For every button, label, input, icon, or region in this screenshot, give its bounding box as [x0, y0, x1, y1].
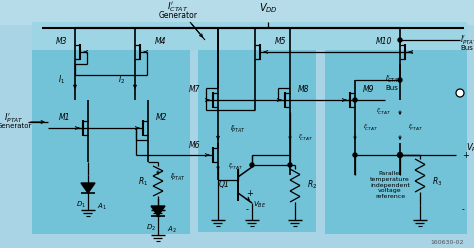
Bar — [198, 40, 316, 232]
Text: $I_{CTAT}'$: $I_{CTAT}'$ — [376, 107, 392, 117]
Text: -: - — [462, 206, 465, 215]
Text: $I_{PTAT}'$: $I_{PTAT}'$ — [230, 124, 246, 136]
Text: Generator: Generator — [158, 11, 198, 21]
Text: $I_1$: $I_1$ — [58, 74, 65, 86]
Text: M6: M6 — [189, 141, 200, 150]
Bar — [32, 22, 190, 234]
Text: Parallel
temperature
independent
voltage
reference: Parallel temperature independent voltage… — [370, 171, 410, 199]
Text: Generator: Generator — [0, 123, 32, 129]
Text: $R_2$: $R_2$ — [307, 179, 317, 191]
Text: $V_{BE}$: $V_{BE}$ — [254, 200, 266, 210]
Text: 160630-02: 160630-02 — [430, 240, 464, 245]
Text: M4: M4 — [155, 37, 166, 47]
Bar — [32, 22, 467, 50]
Bar — [325, 22, 467, 234]
Polygon shape — [151, 206, 165, 216]
Text: $I_{CTAT}'$: $I_{CTAT}'$ — [385, 74, 402, 86]
Text: $D_2$: $D_2$ — [146, 223, 156, 233]
Text: $V_{DD}$: $V_{DD}$ — [259, 1, 277, 15]
Text: M2: M2 — [156, 114, 167, 123]
Text: $A_2$: $A_2$ — [167, 225, 177, 235]
Circle shape — [353, 98, 357, 102]
Text: $I_{PTAT}'$: $I_{PTAT}'$ — [460, 33, 474, 47]
Circle shape — [250, 163, 254, 167]
Bar — [0, 0, 474, 25]
Text: $I_2$: $I_2$ — [118, 74, 125, 86]
Text: -: - — [246, 206, 249, 215]
Circle shape — [288, 163, 292, 167]
Circle shape — [456, 89, 464, 97]
Text: Bus: Bus — [385, 85, 398, 91]
Text: $D_1$: $D_1$ — [76, 200, 86, 210]
Text: M7: M7 — [189, 86, 200, 94]
Text: $I_{CTAT}'$: $I_{CTAT}'$ — [167, 0, 189, 14]
Text: $I_{PTAT}'$: $I_{PTAT}'$ — [170, 172, 186, 184]
Polygon shape — [81, 183, 95, 193]
Text: $A_1$: $A_1$ — [97, 202, 107, 212]
Text: M3: M3 — [55, 37, 67, 47]
Text: $I_{PTAT}'$: $I_{PTAT}'$ — [408, 123, 423, 133]
Circle shape — [398, 78, 402, 82]
Text: $V_{REF}$: $V_{REF}$ — [466, 142, 474, 154]
Text: Q1: Q1 — [219, 181, 230, 189]
Circle shape — [398, 38, 402, 42]
Text: M5: M5 — [275, 37, 286, 47]
Text: +: + — [246, 188, 253, 197]
Text: Bus: Bus — [460, 45, 473, 51]
Text: $I_{PTAT}'$: $I_{PTAT}'$ — [228, 162, 243, 172]
Text: $R_3$: $R_3$ — [432, 176, 442, 188]
Text: $I_{CTAT}'$: $I_{CTAT}'$ — [298, 133, 313, 143]
Text: +: + — [462, 151, 469, 159]
Text: $I_{PTAT}'$: $I_{PTAT}'$ — [4, 111, 24, 125]
Text: $R_1$: $R_1$ — [138, 176, 148, 188]
Text: M8: M8 — [298, 86, 310, 94]
Text: M10: M10 — [375, 37, 392, 47]
Text: M1: M1 — [58, 114, 70, 123]
Circle shape — [398, 153, 402, 157]
Text: M9: M9 — [363, 86, 374, 94]
Text: $I_{CTAT}'$: $I_{CTAT}'$ — [363, 123, 379, 133]
Circle shape — [353, 153, 357, 157]
